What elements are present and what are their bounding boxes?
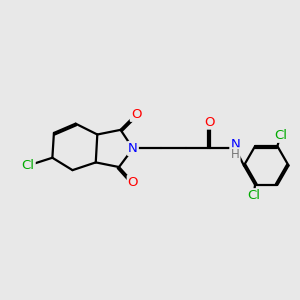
Text: Cl: Cl — [247, 189, 260, 202]
Text: N: N — [128, 142, 138, 155]
Text: H: H — [231, 148, 240, 161]
Text: O: O — [128, 176, 138, 189]
Text: O: O — [131, 108, 141, 121]
Text: Cl: Cl — [274, 129, 287, 142]
Text: N: N — [230, 138, 240, 151]
Text: O: O — [205, 116, 215, 129]
Text: Cl: Cl — [22, 159, 35, 172]
